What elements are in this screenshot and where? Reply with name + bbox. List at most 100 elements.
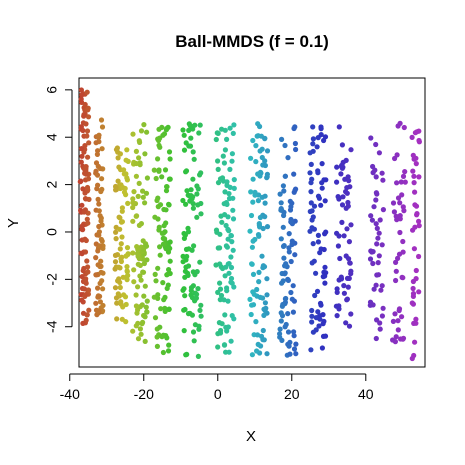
data-point	[78, 96, 84, 102]
data-point	[416, 139, 422, 145]
data-point	[81, 209, 87, 215]
data-point	[119, 208, 125, 214]
data-point	[224, 136, 230, 142]
data-point	[130, 328, 136, 334]
data-point	[224, 179, 230, 185]
data-point	[160, 280, 166, 286]
data-point	[156, 224, 162, 230]
data-point	[213, 136, 219, 143]
data-point	[80, 186, 86, 192]
data-point	[213, 262, 219, 268]
data-point	[291, 125, 297, 132]
data-point	[114, 316, 120, 322]
data-point	[264, 292, 270, 298]
data-point	[187, 143, 194, 149]
data-point	[79, 297, 85, 303]
data-point	[96, 223, 102, 230]
data-point	[130, 250, 136, 256]
data-point	[83, 278, 89, 284]
data-point	[181, 132, 187, 138]
data-point	[293, 186, 299, 192]
data-point	[184, 253, 190, 260]
data-point	[395, 327, 401, 333]
data-point	[138, 128, 145, 134]
data-point	[223, 324, 229, 330]
data-point	[373, 141, 379, 148]
data-point	[410, 285, 416, 292]
data-point	[83, 171, 89, 177]
data-point	[396, 306, 403, 312]
data-point	[312, 292, 318, 299]
data-point	[373, 335, 379, 342]
data-point	[230, 247, 236, 253]
data-point	[217, 231, 223, 237]
data-point	[322, 264, 328, 270]
data-point	[99, 124, 106, 130]
data-point	[371, 286, 377, 292]
data-point	[377, 320, 383, 326]
data-point	[95, 196, 101, 202]
data-point	[83, 196, 89, 202]
data-point	[215, 344, 221, 350]
data-point	[217, 280, 223, 286]
data-point	[255, 341, 261, 347]
data-point	[82, 143, 88, 149]
data-point	[86, 140, 92, 146]
data-point	[225, 261, 231, 267]
data-point	[416, 174, 422, 180]
data-point	[281, 255, 287, 261]
data-point	[194, 291, 200, 297]
data-point	[142, 200, 148, 206]
data-point	[254, 332, 261, 338]
data-point	[411, 246, 417, 252]
data-point	[79, 251, 85, 257]
data-point	[334, 164, 340, 170]
data-point	[141, 122, 147, 128]
data-point	[188, 187, 194, 193]
data-point	[282, 263, 288, 269]
data-point	[124, 177, 130, 183]
data-point	[395, 318, 401, 324]
data-point	[123, 319, 129, 325]
data-point	[78, 87, 84, 93]
data-point	[79, 274, 85, 280]
data-point	[95, 294, 101, 300]
data-point	[248, 155, 254, 161]
data-point	[162, 167, 169, 173]
data-point	[217, 297, 223, 303]
data-point	[278, 200, 284, 206]
data-point	[97, 243, 103, 249]
data-point	[162, 308, 168, 314]
data-point	[228, 254, 234, 260]
data-point	[230, 216, 237, 222]
data-point	[219, 175, 226, 181]
data-point	[86, 307, 92, 313]
data-point	[156, 137, 162, 144]
data-point	[93, 300, 99, 306]
data-point	[80, 127, 86, 134]
data-point	[264, 351, 270, 357]
data-point	[77, 179, 83, 185]
data-point	[379, 170, 385, 176]
data-point	[309, 307, 315, 314]
data-point	[390, 200, 397, 206]
data-point	[344, 190, 350, 196]
data-point	[96, 229, 102, 235]
data-point	[100, 286, 106, 292]
data-point	[376, 150, 382, 156]
data-point	[281, 188, 287, 194]
data-point	[94, 172, 101, 178]
data-point	[189, 312, 195, 318]
data-point	[186, 127, 192, 133]
data-point	[308, 189, 314, 195]
data-point	[319, 185, 325, 191]
data-point	[370, 260, 376, 267]
data-point	[287, 351, 293, 357]
data-point	[115, 149, 121, 155]
data-point	[256, 221, 262, 227]
data-point	[398, 179, 404, 185]
data-point	[124, 264, 130, 270]
data-point	[166, 342, 172, 348]
data-point	[117, 284, 123, 291]
data-point	[311, 258, 317, 264]
